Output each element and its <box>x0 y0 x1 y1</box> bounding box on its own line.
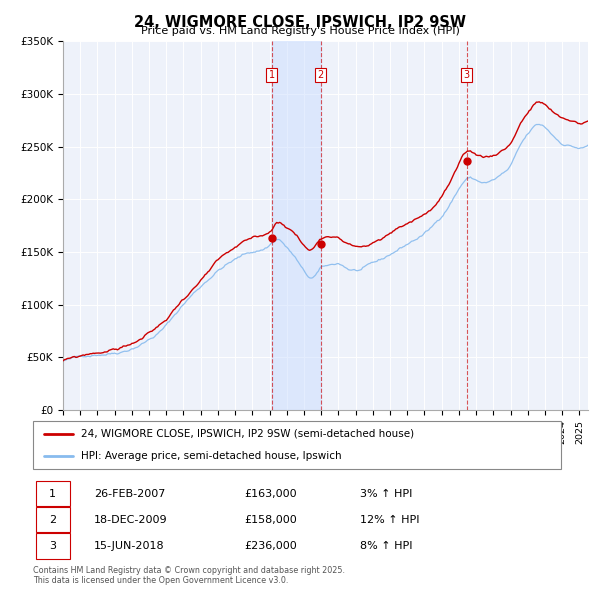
Text: Price paid vs. HM Land Registry's House Price Index (HPI): Price paid vs. HM Land Registry's House … <box>140 26 460 36</box>
Text: 8% ↑ HPI: 8% ↑ HPI <box>361 541 413 551</box>
Text: 24, WIGMORE CLOSE, IPSWICH, IP2 9SW (semi-detached house): 24, WIGMORE CLOSE, IPSWICH, IP2 9SW (sem… <box>80 429 413 439</box>
FancyBboxPatch shape <box>35 481 70 506</box>
Text: 1: 1 <box>269 70 275 80</box>
Text: Contains HM Land Registry data © Crown copyright and database right 2025.
This d: Contains HM Land Registry data © Crown c… <box>33 566 345 585</box>
Text: £236,000: £236,000 <box>244 541 297 551</box>
Text: 3% ↑ HPI: 3% ↑ HPI <box>361 489 413 499</box>
Text: 2: 2 <box>49 515 56 525</box>
Text: 18-DEC-2009: 18-DEC-2009 <box>94 515 167 525</box>
Text: 1: 1 <box>49 489 56 499</box>
Text: 3: 3 <box>49 541 56 551</box>
Text: £158,000: £158,000 <box>244 515 297 525</box>
Text: 15-JUN-2018: 15-JUN-2018 <box>94 541 164 551</box>
Text: 24, WIGMORE CLOSE, IPSWICH, IP2 9SW: 24, WIGMORE CLOSE, IPSWICH, IP2 9SW <box>134 15 466 30</box>
Text: 2: 2 <box>317 70 323 80</box>
Text: 12% ↑ HPI: 12% ↑ HPI <box>361 515 420 525</box>
Bar <box>272 41 320 410</box>
Text: 3: 3 <box>464 70 470 80</box>
FancyBboxPatch shape <box>35 533 70 559</box>
FancyBboxPatch shape <box>35 507 70 532</box>
Text: £163,000: £163,000 <box>244 489 297 499</box>
Text: 26-FEB-2007: 26-FEB-2007 <box>94 489 165 499</box>
Text: HPI: Average price, semi-detached house, Ipswich: HPI: Average price, semi-detached house,… <box>80 451 341 461</box>
